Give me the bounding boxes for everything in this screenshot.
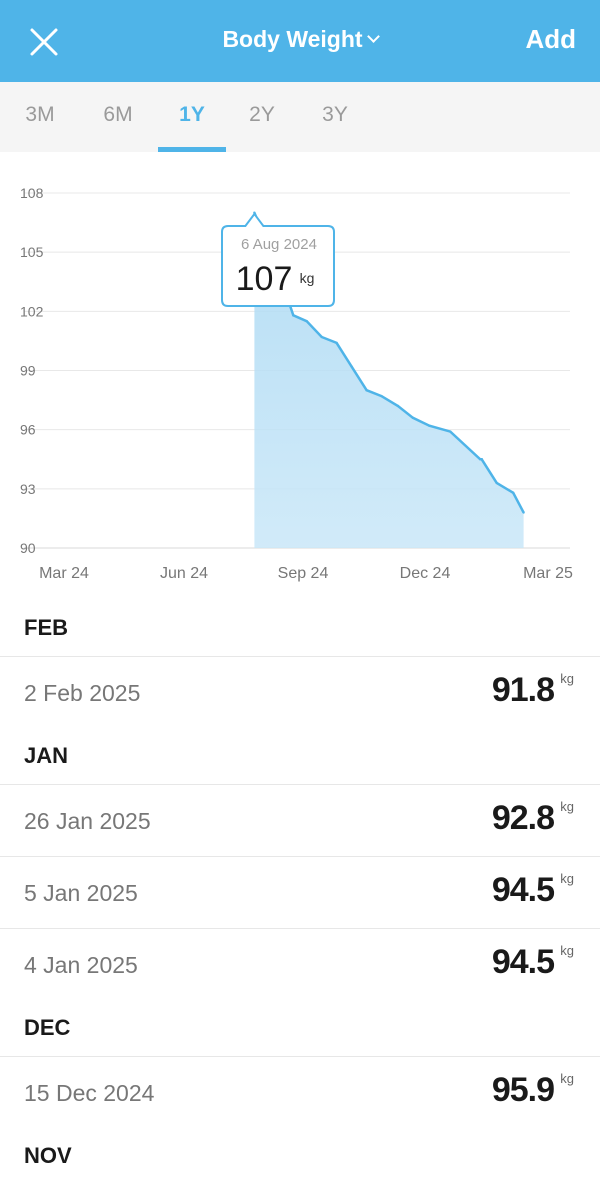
y-tick-label: 105 xyxy=(20,244,44,260)
list-item[interactable]: 4 Jan 2025 94.5 kg xyxy=(0,928,600,1000)
entry-value: 92.8 xyxy=(491,799,555,837)
tab-6m[interactable]: 6M xyxy=(103,103,133,126)
data-point[interactable] xyxy=(428,424,431,427)
entry-date: 15 Dec 2024 xyxy=(24,1080,155,1106)
entry-unit: kg xyxy=(560,671,574,686)
data-point[interactable] xyxy=(449,430,452,433)
tab-3y[interactable]: 3Y xyxy=(322,103,348,126)
entry-value: 91.8 xyxy=(491,671,555,709)
list-item[interactable]: 2 Feb 2025 91.8 kg xyxy=(0,656,600,728)
tab-1y[interactable]: 1Y xyxy=(158,82,226,152)
entries-list: FEB 2 Feb 2025 91.8 kg JAN 26 Jan 2025 92.8 kg 5… xyxy=(0,600,600,1184)
data-point[interactable] xyxy=(365,389,368,392)
month-header: FEB xyxy=(24,615,68,640)
tooltip-value: 107 xyxy=(236,260,293,298)
entry-value: 94.5 xyxy=(491,871,555,909)
x-tick-label: Jun 24 xyxy=(160,565,208,582)
month-header: JAN xyxy=(24,743,69,768)
x-tick-label: Dec 24 xyxy=(400,565,451,582)
entry-value: 94.5 xyxy=(491,943,555,981)
data-point[interactable] xyxy=(320,335,323,339)
data-point[interactable] xyxy=(522,511,525,514)
entry-date: 26 Jan 2025 xyxy=(24,808,151,834)
close-button[interactable] xyxy=(24,22,64,62)
data-point[interactable] xyxy=(292,314,295,317)
data-point[interactable] xyxy=(495,481,498,485)
entry-unit: kg xyxy=(560,943,574,958)
chart-tooltip: 6 Aug 2024 107 kg xyxy=(221,212,335,307)
data-point[interactable] xyxy=(511,491,515,494)
add-button[interactable]: Add xyxy=(525,24,576,54)
entry-unit: kg xyxy=(560,799,574,814)
tooltip-date: 6 Aug 2024 xyxy=(241,236,317,253)
metric-selector[interactable]: Body Weight xyxy=(0,26,600,53)
entry-date: 4 Jan 2025 xyxy=(24,952,138,978)
y-tick-label: 108 xyxy=(20,185,44,201)
top-bar: Body Weight Add xyxy=(0,0,600,82)
entry-date: 5 Jan 2025 xyxy=(24,880,138,906)
month-header: NOV xyxy=(24,1143,72,1168)
weight-line xyxy=(253,212,525,514)
range-tabs: 3M 6M 1Y 2Y 3Y xyxy=(0,82,600,152)
x-tick-label: Mar 24 xyxy=(39,565,89,582)
y-tick-label: 102 xyxy=(20,303,44,319)
x-tick-label: Sep 24 xyxy=(278,565,329,582)
page-title: Body Weight xyxy=(222,26,363,52)
list-item[interactable]: 5 Jan 2025 94.5 kg xyxy=(0,856,600,928)
weight-area xyxy=(254,212,524,548)
y-tick-label: 90 xyxy=(20,540,36,556)
tooltip-unit: kg xyxy=(300,270,315,286)
x-tick-label: Mar 25 xyxy=(523,565,573,582)
data-point[interactable] xyxy=(335,341,338,345)
data-point[interactable] xyxy=(305,319,308,323)
entry-value: 95.9 xyxy=(491,1071,555,1109)
entry-date: 2 Feb 2025 xyxy=(24,680,141,706)
data-point[interactable] xyxy=(480,458,483,461)
y-tick-label: 96 xyxy=(20,422,36,438)
entry-unit: kg xyxy=(560,871,574,886)
tab-2y[interactable]: 2Y xyxy=(249,103,275,126)
data-point[interactable] xyxy=(350,365,353,368)
month-header: DEC xyxy=(24,1015,71,1040)
data-point[interactable] xyxy=(380,394,383,398)
data-point[interactable] xyxy=(396,404,400,408)
y-tick-label: 99 xyxy=(20,363,36,379)
data-point[interactable] xyxy=(411,416,415,420)
chevron-down-icon xyxy=(366,30,380,43)
entry-unit: kg xyxy=(560,1071,574,1086)
weight-chart[interactable]: 108 105 102 99 96 93 90 Mar 24 Jun 24 Sep 24 Dec … xyxy=(0,152,600,600)
tab-3m[interactable]: 3M xyxy=(25,103,55,126)
list-item[interactable]: 26 Jan 2025 92.8 kg xyxy=(0,784,600,856)
y-tick-label: 93 xyxy=(20,481,36,497)
list-item[interactable]: 15 Dec 2024 95.9 kg xyxy=(0,1056,600,1128)
close-icon xyxy=(30,28,58,56)
